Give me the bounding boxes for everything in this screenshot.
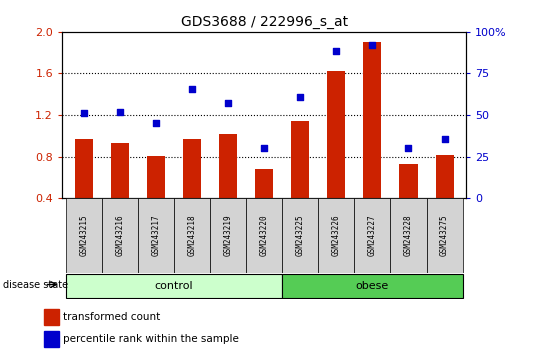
Point — [404, 145, 413, 151]
Text: GSM243218: GSM243218 — [188, 215, 196, 256]
Text: GSM243228: GSM243228 — [404, 215, 413, 256]
FancyBboxPatch shape — [426, 198, 462, 273]
Bar — [44, 331, 59, 347]
Bar — [327, 72, 345, 198]
Bar — [399, 164, 418, 198]
Point — [224, 100, 232, 105]
FancyBboxPatch shape — [390, 198, 426, 273]
FancyBboxPatch shape — [102, 198, 138, 273]
Text: percentile rank within the sample: percentile rank within the sample — [63, 335, 239, 344]
Text: GSM243220: GSM243220 — [260, 215, 268, 256]
Point — [79, 110, 88, 116]
Point — [332, 48, 341, 53]
Point — [296, 95, 305, 100]
Text: GSM243226: GSM243226 — [332, 215, 341, 256]
Title: GDS3688 / 222996_s_at: GDS3688 / 222996_s_at — [181, 16, 348, 29]
FancyBboxPatch shape — [282, 198, 318, 273]
Bar — [436, 155, 454, 198]
Text: GSM243215: GSM243215 — [79, 215, 88, 256]
Point — [368, 42, 377, 48]
Bar — [44, 309, 59, 325]
Text: obese: obese — [356, 281, 389, 291]
FancyBboxPatch shape — [138, 198, 174, 273]
FancyBboxPatch shape — [66, 274, 282, 298]
Point — [260, 145, 268, 151]
Bar — [291, 121, 309, 198]
Text: control: control — [155, 281, 193, 291]
Bar — [363, 42, 382, 198]
Point — [188, 86, 196, 92]
Text: GSM243225: GSM243225 — [296, 215, 305, 256]
Text: GSM243275: GSM243275 — [440, 215, 449, 256]
FancyBboxPatch shape — [210, 198, 246, 273]
FancyBboxPatch shape — [66, 198, 102, 273]
Point — [440, 136, 449, 142]
Point — [115, 109, 124, 115]
FancyBboxPatch shape — [354, 198, 390, 273]
FancyBboxPatch shape — [282, 274, 462, 298]
Bar — [219, 134, 237, 198]
Text: GSM243219: GSM243219 — [224, 215, 232, 256]
Bar — [74, 139, 93, 198]
Text: GSM243217: GSM243217 — [151, 215, 160, 256]
Point — [151, 120, 160, 126]
Bar — [183, 139, 201, 198]
Text: GSM243216: GSM243216 — [115, 215, 124, 256]
FancyBboxPatch shape — [318, 198, 354, 273]
Text: GSM243227: GSM243227 — [368, 215, 377, 256]
Bar — [110, 143, 129, 198]
Text: disease state: disease state — [3, 280, 68, 290]
FancyBboxPatch shape — [174, 198, 210, 273]
Text: transformed count: transformed count — [63, 312, 160, 322]
Bar — [255, 169, 273, 198]
FancyBboxPatch shape — [246, 198, 282, 273]
Bar — [147, 156, 165, 198]
